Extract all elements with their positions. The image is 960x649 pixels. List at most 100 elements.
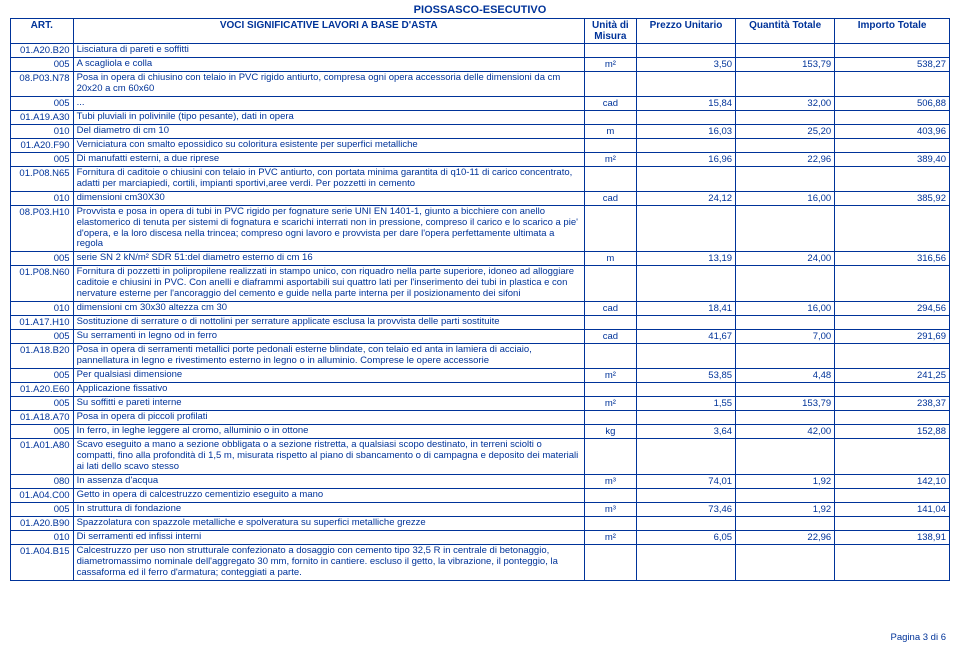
cell-um: cad [584,191,636,205]
cell-art: 010 [11,191,74,205]
cell-it [835,72,950,97]
cell-qt: 25,20 [736,124,835,138]
cell-pu [636,544,735,580]
cell-qt [736,110,835,124]
table-row: 01.A20.B90Spazzolatura con spazzole meta… [11,516,950,530]
cell-art: 01.P08.N65 [11,166,74,191]
table-row: 010dimensioni cm 30x30 altezza cm 30cad1… [11,302,950,316]
cell-qt: 16,00 [736,302,835,316]
cell-qt [736,166,835,191]
cell-art: 01.A20.E60 [11,382,74,396]
cell-pu: 73,46 [636,502,735,516]
cell-pu: 6,05 [636,530,735,544]
cell-it [835,110,950,124]
cell-um [584,438,636,474]
cell-desc: Di serramenti ed infissi interni [73,530,584,544]
cell-it: 152,88 [835,424,950,438]
cell-it: 142,10 [835,474,950,488]
cell-um: cad [584,96,636,110]
cell-it [835,316,950,330]
col-header-art: ART. [11,19,74,44]
cell-qt: 22,96 [736,530,835,544]
cell-desc: dimensioni cm 30x30 altezza cm 30 [73,302,584,316]
cell-it: 141,04 [835,502,950,516]
cell-pu [636,138,735,152]
cell-pu [636,266,735,302]
cell-um [584,110,636,124]
cell-desc: Su serramenti in legno od in ferro [73,330,584,344]
table-row: 005Su serramenti in legno od in ferrocad… [11,330,950,344]
cell-desc: Spazzolatura con spazzole metalliche e s… [73,516,584,530]
cell-it [835,438,950,474]
cell-um: m² [584,530,636,544]
cell-qt: 32,00 [736,96,835,110]
table-row: 01.A19.A30Tubi pluviali in polivinile (t… [11,110,950,124]
table-row: 010Di serramenti ed infissi internim²6,0… [11,530,950,544]
table-row: 01.A20.B20Lisciatura di pareti e soffitt… [11,44,950,58]
cell-qt: 1,92 [736,502,835,516]
cell-um [584,138,636,152]
cell-art: 01.A01.A80 [11,438,74,474]
cell-qt [736,72,835,97]
cell-pu [636,344,735,369]
cell-it [835,488,950,502]
cell-qt: 153,79 [736,58,835,72]
cell-pu: 16,03 [636,124,735,138]
col-header-pu: Prezzo Unitario [636,19,735,44]
cell-art: 08.P03.N78 [11,72,74,97]
cell-qt: 1,92 [736,474,835,488]
cell-it [835,138,950,152]
cell-it: 385,92 [835,191,950,205]
cell-it [835,166,950,191]
cell-pu [636,316,735,330]
table-row: 005Per qualsiasi dimensionem²53,854,4824… [11,368,950,382]
cell-art: 005 [11,368,74,382]
cell-pu: 18,41 [636,302,735,316]
cell-um [584,205,636,252]
cell-um [584,544,636,580]
cell-desc: dimensioni cm30X30 [73,191,584,205]
cell-pu: 41,67 [636,330,735,344]
cell-um: m² [584,368,636,382]
cell-art: 080 [11,474,74,488]
table-row: 01.A17.H10Sostituzione di serrature o di… [11,316,950,330]
cell-desc: Posa in opera di serramenti metallici po… [73,344,584,369]
cell-desc: Getto in opera di calcestruzzo cementizi… [73,488,584,502]
cell-art: 01.A18.B20 [11,344,74,369]
cell-qt [736,410,835,424]
cell-it [835,516,950,530]
cell-pu: 3,50 [636,58,735,72]
table-header-row: ART. VOCI SIGNIFICATIVE LAVORI A BASE D'… [11,19,950,44]
cell-qt [736,205,835,252]
table-row: 08.P03.H10Provvista e posa in opera di t… [11,205,950,252]
cell-qt: 42,00 [736,424,835,438]
cell-pu [636,44,735,58]
cell-pu: 53,85 [636,368,735,382]
cell-pu: 3,64 [636,424,735,438]
cell-um [584,382,636,396]
cell-qt: 16,00 [736,191,835,205]
table-row: 08.P03.N78Posa in opera di chiusino con … [11,72,950,97]
cell-pu [636,438,735,474]
page-footer: Pagina 3 di 6 [891,632,946,643]
cell-pu [636,516,735,530]
table-row: 01.P08.N65Fornitura di caditoie o chiusi… [11,166,950,191]
cell-it [835,44,950,58]
cell-qt [736,316,835,330]
cell-pu [636,488,735,502]
cell-art: 005 [11,330,74,344]
table-row: 080In assenza d'acquam³74,011,92142,10 [11,474,950,488]
cell-qt [736,382,835,396]
cell-um: m³ [584,502,636,516]
cell-art: 010 [11,124,74,138]
cell-desc: Su soffitti e pareti interne [73,396,584,410]
table-row: 01.A18.A70Posa in opera di piccoli profi… [11,410,950,424]
cell-art: 01.A20.B90 [11,516,74,530]
cell-art: 01.A20.F90 [11,138,74,152]
cell-art: 01.P08.N60 [11,266,74,302]
cell-it: 138,91 [835,530,950,544]
cell-desc: serie SN 2 kN/m² SDR 51:del diametro est… [73,252,584,266]
cell-desc: Di manufatti esterni, a due riprese [73,152,584,166]
cell-it: 294,56 [835,302,950,316]
cell-um [584,266,636,302]
